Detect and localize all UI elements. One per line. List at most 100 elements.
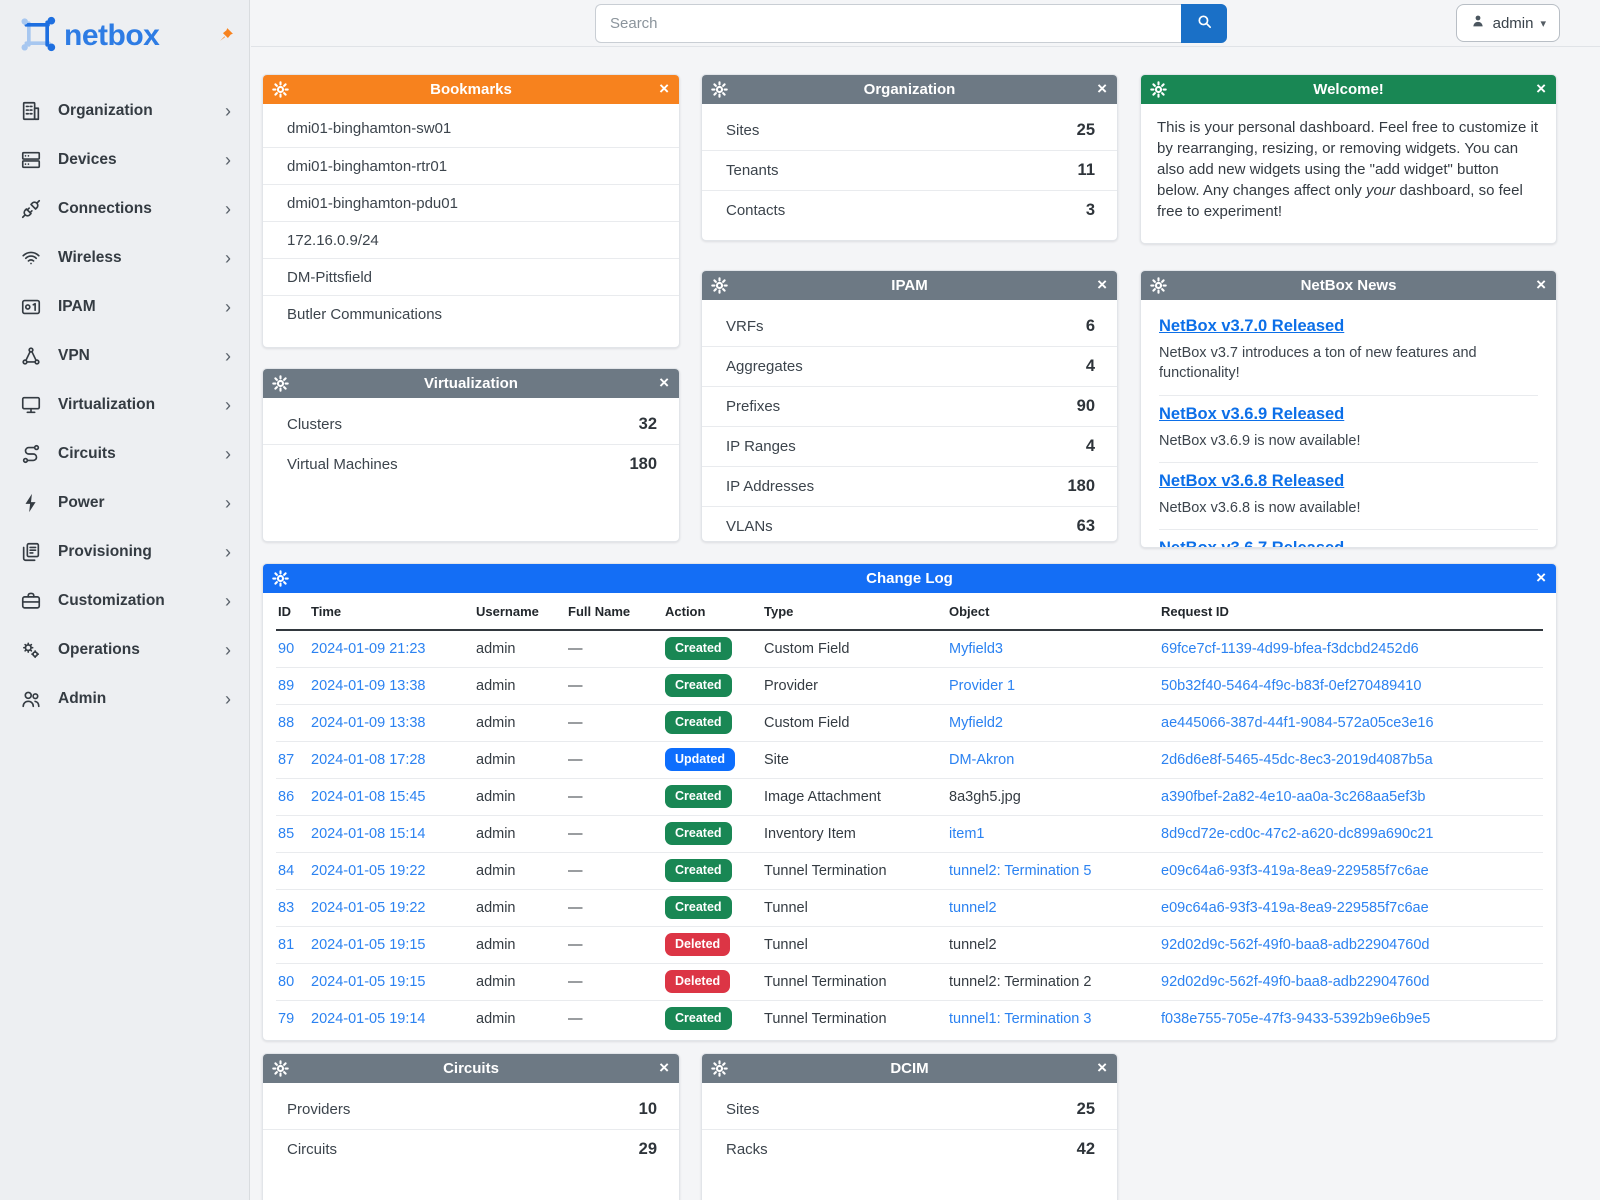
sidebar-item-circuits[interactable]: Circuits ›	[0, 429, 249, 478]
changelog-id-link[interactable]: 83	[278, 899, 295, 916]
sidebar-item-devices[interactable]: Devices ›	[0, 135, 249, 184]
changelog-request-id-link[interactable]: ae445066-387d-44f1-9084-572a05ce3e16	[1161, 714, 1434, 731]
changelog-id-link[interactable]: 81	[278, 936, 295, 953]
changelog-time-link[interactable]: 2024-01-09 13:38	[311, 677, 426, 694]
changelog-object-link[interactable]: tunnel2	[949, 899, 997, 916]
gear-icon[interactable]	[711, 81, 728, 98]
stat-label[interactable]: Clusters	[287, 415, 343, 433]
sidebar-item-customization[interactable]: Customization ›	[0, 576, 249, 625]
changelog-object-link[interactable]: tunnel2: Termination 2	[949, 973, 1092, 990]
news-link[interactable]: NetBox v3.6.7 Released	[1159, 539, 1538, 547]
sidebar-item-connections[interactable]: Connections ›	[0, 184, 249, 233]
gear-icon[interactable]	[711, 1060, 728, 1077]
stat-label[interactable]: Aggregates	[726, 358, 803, 375]
changelog-object-link[interactable]: 8a3gh5.jpg	[949, 788, 1021, 805]
stat-label[interactable]: Circuits	[287, 1141, 338, 1158]
changelog-id-link[interactable]: 88	[278, 714, 295, 731]
stat-label[interactable]: Providers	[287, 1100, 351, 1118]
stat-label[interactable]: VRFs	[726, 317, 764, 335]
news-link[interactable]: NetBox v3.6.9 Released	[1159, 404, 1345, 423]
changelog-request-id-link[interactable]: f038e755-705e-47f3-9433-5392b9e6b9e5	[1161, 1010, 1431, 1027]
changelog-id-link[interactable]: 85	[278, 825, 295, 842]
bookmark-item[interactable]: dmi01-binghamton-sw01	[287, 120, 452, 137]
changelog-time-link[interactable]: 2024-01-09 21:23	[311, 640, 426, 657]
close-icon[interactable]: ×	[1097, 1058, 1107, 1077]
changelog-id-link[interactable]: 84	[278, 862, 295, 879]
changelog-request-id-link[interactable]: 2d6d6e8f-5465-45dc-8ec3-2019d4087b5a	[1161, 751, 1433, 768]
sidebar-item-ipam[interactable]: IPAM ›	[0, 282, 249, 331]
sidebar-item-virtualization[interactable]: Virtualization ›	[0, 380, 249, 429]
changelog-id-link[interactable]: 80	[278, 973, 295, 990]
changelog-object-link[interactable]: Myfield2	[949, 714, 1003, 731]
brand[interactable]: netbox	[0, 0, 249, 72]
close-icon[interactable]: ×	[1097, 79, 1107, 98]
changelog-object-link[interactable]: tunnel2: Termination 5	[949, 862, 1092, 879]
changelog-time-link[interactable]: 2024-01-05 19:15	[311, 936, 426, 953]
stat-label[interactable]: Racks	[726, 1141, 768, 1158]
gear-icon[interactable]	[1150, 277, 1167, 294]
changelog-time-link[interactable]: 2024-01-05 19:22	[311, 899, 426, 916]
changelog-time-link[interactable]: 2024-01-08 15:45	[311, 788, 426, 805]
changelog-id-link[interactable]: 79	[278, 1010, 295, 1027]
close-icon[interactable]: ×	[659, 373, 669, 392]
sidebar-item-power[interactable]: Power ›	[0, 478, 249, 527]
news-link[interactable]: NetBox v3.7.0 Released	[1159, 317, 1345, 335]
changelog-request-id-link[interactable]: e09c64a6-93f3-419a-8ea9-229585f7c6ae	[1161, 899, 1429, 916]
changelog-time-link[interactable]: 2024-01-08 17:28	[311, 751, 426, 768]
close-icon[interactable]: ×	[1536, 275, 1546, 294]
stat-label[interactable]: Contacts	[726, 202, 786, 219]
news-link[interactable]: NetBox v3.6.8 Released	[1159, 471, 1345, 490]
changelog-request-id-link[interactable]: e09c64a6-93f3-419a-8ea9-229585f7c6ae	[1161, 862, 1429, 879]
bookmark-item[interactable]: dmi01-binghamton-pdu01	[263, 184, 679, 221]
bookmark-item[interactable]: dmi01-binghamton-rtr01	[263, 147, 679, 184]
sidebar-item-provisioning[interactable]: Provisioning ›	[0, 527, 249, 576]
stat-label[interactable]: VLANs	[726, 518, 773, 535]
stat-label[interactable]: Virtual Machines	[287, 456, 398, 473]
gear-icon[interactable]	[1150, 81, 1167, 98]
close-icon[interactable]: ×	[659, 79, 669, 98]
close-icon[interactable]: ×	[1097, 275, 1107, 294]
stat-label[interactable]: IP Ranges	[726, 438, 796, 455]
changelog-id-link[interactable]: 90	[278, 640, 295, 657]
changelog-object-link[interactable]: Myfield3	[949, 640, 1003, 657]
close-icon[interactable]: ×	[1536, 79, 1546, 98]
changelog-id-link[interactable]: 89	[278, 677, 295, 694]
gear-icon[interactable]	[272, 570, 289, 587]
changelog-request-id-link[interactable]: a390fbef-2a82-4e10-aa0a-3c268aa5ef3b	[1161, 788, 1426, 805]
stat-label[interactable]: Prefixes	[726, 398, 781, 415]
changelog-request-id-link[interactable]: 8d9cd72e-cd0c-47c2-a620-dc899a690c21	[1161, 825, 1434, 842]
changelog-request-id-link[interactable]: 92d02d9c-562f-49f0-baa8-adb22904760d	[1161, 973, 1430, 990]
changelog-object-link[interactable]: tunnel2	[949, 936, 997, 953]
changelog-request-id-link[interactable]: 92d02d9c-562f-49f0-baa8-adb22904760d	[1161, 936, 1430, 953]
sidebar-item-admin[interactable]: Admin ›	[0, 674, 249, 723]
user-menu-button[interactable]: admin ▾	[1455, 4, 1560, 42]
sidebar-item-operations[interactable]: Operations ›	[0, 625, 249, 674]
gear-icon[interactable]	[272, 81, 289, 98]
gear-icon[interactable]	[272, 375, 289, 392]
pushpin-icon[interactable]	[218, 26, 235, 48]
stat-label[interactable]: IP Addresses	[726, 478, 815, 495]
changelog-time-link[interactable]: 2024-01-09 13:38	[311, 714, 426, 731]
close-icon[interactable]: ×	[659, 1058, 669, 1077]
search-input[interactable]	[595, 4, 1181, 43]
changelog-object-link[interactable]: item1	[949, 825, 985, 842]
changelog-id-link[interactable]: 86	[278, 788, 295, 805]
changelog-time-link[interactable]: 2024-01-08 15:14	[311, 825, 426, 842]
bookmark-item[interactable]: Butler Communications	[263, 295, 679, 332]
sidebar-item-vpn[interactable]: VPN ›	[0, 331, 249, 380]
bookmark-item[interactable]: DM-Pittsfield	[263, 258, 679, 295]
search-button[interactable]	[1181, 4, 1227, 43]
stat-label[interactable]: Tenants	[726, 162, 779, 179]
stat-label[interactable]: Sites	[726, 1100, 760, 1118]
sidebar-item-organization[interactable]: Organization ›	[0, 86, 249, 135]
changelog-time-link[interactable]: 2024-01-05 19:22	[311, 862, 426, 879]
changelog-object-link[interactable]: Provider 1	[949, 677, 1016, 694]
bookmark-item[interactable]: 172.16.0.9/24	[263, 221, 679, 258]
changelog-object-link[interactable]: DM-Akron	[949, 751, 1015, 768]
changelog-id-link[interactable]: 87	[278, 751, 295, 768]
changelog-object-link[interactable]: tunnel1: Termination 3	[949, 1010, 1092, 1027]
changelog-time-link[interactable]: 2024-01-05 19:14	[311, 1010, 426, 1027]
changelog-time-link[interactable]: 2024-01-05 19:15	[311, 973, 426, 990]
sidebar-item-wireless[interactable]: Wireless ›	[0, 233, 249, 282]
gear-icon[interactable]	[272, 1060, 289, 1077]
